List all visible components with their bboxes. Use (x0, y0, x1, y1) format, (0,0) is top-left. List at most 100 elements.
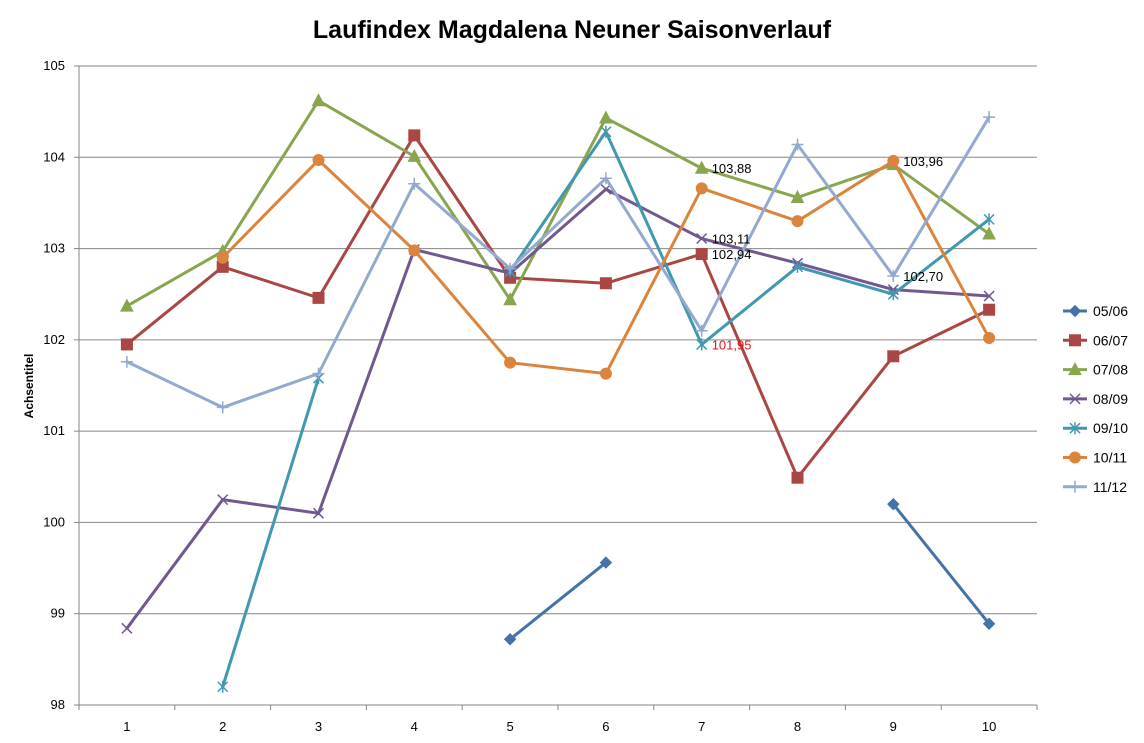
series-line-segment (508, 561, 608, 641)
data-label: 103,11 (712, 232, 751, 247)
series-line-segment (125, 265, 225, 346)
series-group (120, 93, 996, 693)
y-tick-label: 102 (43, 332, 65, 347)
legend-label: 07/08 (1093, 362, 1128, 378)
data-point (983, 290, 995, 302)
data-point (982, 617, 996, 630)
data-point (887, 350, 900, 363)
series-line-segment (700, 252, 799, 480)
data-point (312, 367, 325, 380)
x-tick-label: 4 (411, 719, 418, 734)
data-point (217, 494, 229, 506)
legend-label: 06/07 (1093, 332, 1128, 348)
series-line-segment (317, 247, 416, 515)
x-tick-label: 9 (890, 719, 897, 734)
data-point (983, 213, 995, 226)
series-line-segment (221, 265, 320, 300)
legend-item: 06/07 (1063, 332, 1128, 348)
series-line-segment (508, 116, 608, 302)
data-point (216, 401, 229, 414)
series-line-segment (317, 158, 416, 252)
series-line-segment (700, 143, 799, 333)
series-line-segment (317, 182, 416, 376)
series-line-segment (796, 354, 895, 480)
chart-title: Laufindex Magdalena Neuner Saisonverlauf (313, 16, 832, 44)
data-label: 103,88 (712, 161, 752, 176)
data-point (121, 622, 133, 634)
legend-item: 11/12 (1063, 479, 1127, 495)
y-tick-label: 103 (43, 241, 65, 256)
x-tick-label: 8 (794, 719, 801, 734)
series-line-segment (891, 288, 991, 298)
data-point (311, 93, 326, 107)
x-tick-label: 6 (602, 719, 609, 734)
x-tick-label: 1 (123, 719, 130, 734)
x-tick-label: 2 (219, 719, 226, 734)
data-point (791, 260, 804, 273)
data-point (696, 338, 708, 351)
series-05-06 (503, 497, 996, 646)
axes: 98 99 100 101 102 103 104 105 1 2 3 4 5 6 7 8 9 10 (43, 58, 1038, 734)
series-line-segment (891, 502, 991, 626)
data-point (504, 262, 517, 275)
series-09-10 (217, 125, 995, 693)
series-line-segment (796, 159, 895, 223)
data-point (408, 129, 421, 142)
data-point (312, 291, 325, 304)
legend-label: 09/10 (1093, 420, 1128, 436)
data-point (216, 251, 229, 264)
data-point (790, 189, 805, 203)
data-label: 103,96 (903, 154, 943, 169)
series-line-segment (221, 158, 320, 260)
series-line-segment (700, 265, 799, 346)
legend-label: 05/06 (1093, 303, 1128, 319)
data-point (599, 277, 612, 290)
data-point (407, 148, 422, 162)
data-point (694, 160, 709, 174)
data-point (982, 226, 996, 240)
series-line-segment (604, 186, 704, 376)
series-line-segment (412, 248, 512, 365)
y-tick-label: 104 (43, 149, 65, 164)
series-line-segment (891, 217, 991, 296)
data-point (503, 633, 517, 646)
legend-marker (1069, 393, 1081, 405)
series-line-segment (125, 498, 225, 630)
x-tick-label: 7 (698, 719, 705, 734)
legend-marker (1069, 480, 1081, 493)
series-line-segment (891, 308, 991, 358)
series-line-segment (412, 247, 512, 275)
series-line-segment (508, 187, 608, 275)
data-point (983, 332, 996, 345)
series-line-segment (891, 159, 991, 340)
series-line-segment (604, 187, 704, 241)
series-10-11 (216, 154, 996, 380)
data-label: 102,94 (712, 247, 752, 262)
series-08-09 (121, 183, 995, 634)
x-tick-label: 3 (315, 719, 322, 734)
data-point (887, 288, 899, 301)
legend-item: 07/08 (1063, 362, 1128, 378)
series-line-segment (221, 99, 320, 253)
series-line-segment (604, 176, 704, 333)
legend-item: 09/10 (1063, 420, 1128, 436)
data-point (600, 125, 612, 138)
series-line-segment (125, 249, 225, 308)
data-point (599, 172, 612, 185)
data-point (983, 303, 996, 316)
series-line-segment (700, 166, 799, 199)
data-point (983, 111, 996, 124)
gridlines (79, 65, 1037, 706)
series-06-07 (120, 129, 996, 484)
series-line-segment (700, 237, 799, 265)
series-line-segment (796, 261, 895, 292)
series-line-segment (796, 265, 895, 296)
legend-marker (1068, 362, 1082, 376)
legend-marker (1068, 304, 1082, 318)
data-point (791, 215, 804, 228)
series-line-segment (604, 130, 704, 346)
legend: 05/06 06/07 07/08 08/09 09/10 10/11 11/12 (1063, 303, 1128, 495)
data-point (312, 507, 325, 519)
series-line-segment (604, 116, 704, 170)
